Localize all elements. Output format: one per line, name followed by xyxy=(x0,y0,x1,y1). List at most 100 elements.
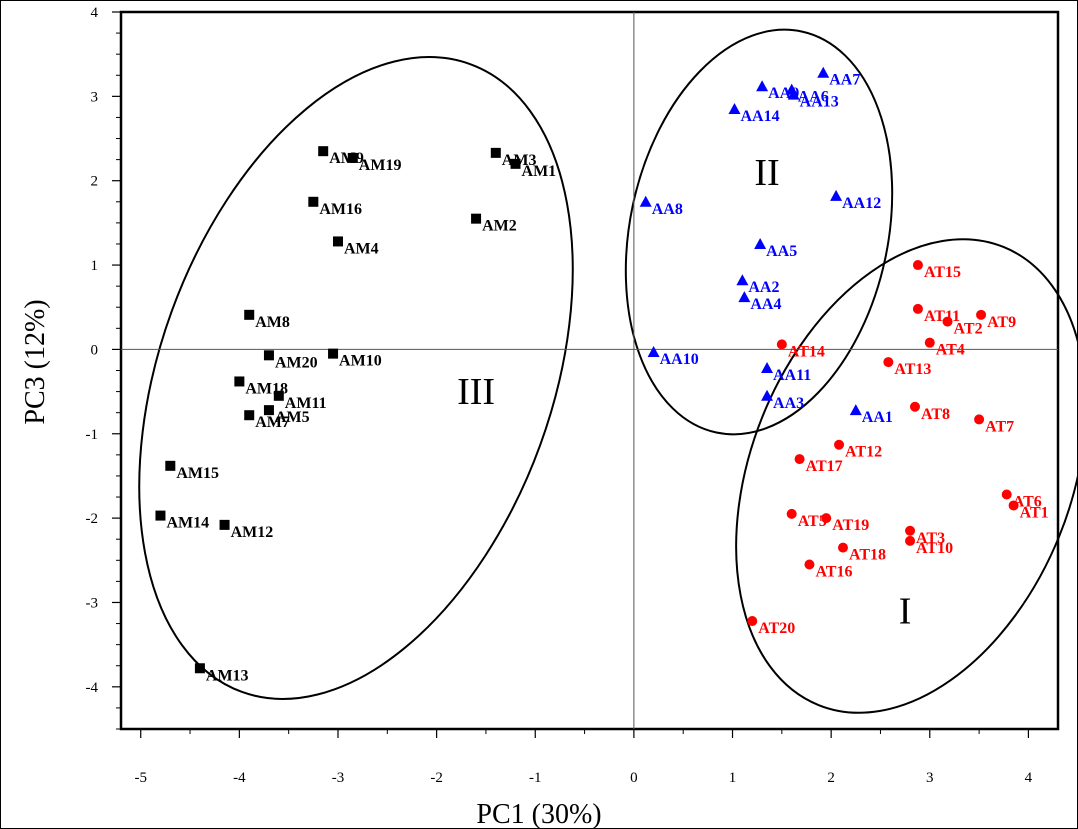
point-at1 xyxy=(1008,500,1019,511)
point-label-aa2: AA2 xyxy=(748,279,779,296)
point-label-aa13: AA13 xyxy=(800,94,839,111)
point-label-aa14: AA14 xyxy=(740,108,779,125)
axes: -5 -4 -3 -2 -1 0 1 2 3 4 4 3 2 1 0 -1 -2 -3 -4 xyxy=(86,5,1060,786)
point-aa13 xyxy=(787,88,800,100)
point-label-at7: AT7 xyxy=(985,418,1014,435)
point-am14 xyxy=(155,510,166,521)
y-tick-label: 0 xyxy=(91,342,99,358)
group-ellipse-II xyxy=(624,28,894,436)
point-aa10 xyxy=(647,345,660,357)
point-label-aa10: AA10 xyxy=(660,351,699,368)
point-label-at5: AT5 xyxy=(798,513,827,530)
point-label-am15: AM15 xyxy=(176,465,219,482)
point-at5 xyxy=(786,508,797,519)
x-tick-label: -5 xyxy=(134,770,147,786)
point-am7 xyxy=(244,410,255,421)
point-at19 xyxy=(821,513,832,524)
point-at16 xyxy=(804,559,815,570)
point-at20 xyxy=(747,616,758,627)
x-tick-label: 4 xyxy=(1025,770,1033,786)
point-label-am7: AM7 xyxy=(255,414,290,431)
point-aa11 xyxy=(761,361,774,373)
x-tick-label: -1 xyxy=(529,770,542,786)
group-label-iii: III xyxy=(457,371,495,413)
point-label-am4: AM4 xyxy=(344,240,379,257)
point-at10 xyxy=(905,535,916,546)
x-tick-label: 2 xyxy=(827,770,835,786)
point-at3 xyxy=(905,525,916,536)
point-label-aa11: AA11 xyxy=(773,367,811,384)
point-label-at17: AT17 xyxy=(806,458,843,475)
y-tick-label: 4 xyxy=(91,5,99,21)
point-aa14 xyxy=(728,103,741,115)
x-tick-label: -2 xyxy=(430,770,443,786)
y-tick-label: -2 xyxy=(86,511,99,527)
x-tick-label: 0 xyxy=(630,770,638,786)
y-tick-label: 3 xyxy=(91,89,99,105)
point-am20 xyxy=(263,350,274,361)
point-at4 xyxy=(924,337,935,348)
point-label-at2: AT2 xyxy=(954,321,983,338)
point-label-am5: AM5 xyxy=(275,409,310,426)
point-aa1 xyxy=(849,404,862,416)
point-label-am14: AM14 xyxy=(166,515,209,532)
point-label-at12: AT12 xyxy=(845,444,882,461)
point-aa2 xyxy=(736,274,749,286)
point-label-am8: AM8 xyxy=(255,314,290,331)
point-am4 xyxy=(332,236,343,247)
point-am2 xyxy=(471,213,482,224)
point-at15 xyxy=(912,260,923,271)
point-label-am16: AM16 xyxy=(319,201,362,218)
point-label-aa5: AA5 xyxy=(766,243,797,260)
point-aa4 xyxy=(738,291,751,303)
point-label-at14: AT14 xyxy=(788,343,825,360)
point-am8 xyxy=(244,309,255,320)
group-ellipses xyxy=(138,28,1078,714)
point-label-at18: AT18 xyxy=(849,547,886,564)
point-aa12 xyxy=(830,189,843,201)
y-tick-label: -1 xyxy=(86,427,99,443)
point-aa8 xyxy=(639,195,652,207)
point-label-am18: AM18 xyxy=(245,380,288,397)
point-at12 xyxy=(834,439,845,450)
point-label-at9: AT9 xyxy=(987,314,1016,331)
point-am19 xyxy=(347,152,358,163)
point-at17 xyxy=(794,454,805,465)
x-tick-label: -3 xyxy=(332,770,345,786)
point-label-at16: AT16 xyxy=(815,564,852,581)
point-aa3 xyxy=(761,389,774,401)
point-label-am19: AM19 xyxy=(359,157,402,174)
point-label-am13: AM13 xyxy=(206,667,249,684)
group-label-ii: II xyxy=(754,152,779,194)
point-am16 xyxy=(308,196,319,207)
point-label-am20: AM20 xyxy=(275,354,318,371)
y-tick-label: -3 xyxy=(86,595,99,611)
group-ellipse-I xyxy=(735,238,1078,714)
point-at11 xyxy=(912,303,923,314)
point-label-am11: AM11 xyxy=(285,395,327,412)
point-at13 xyxy=(883,357,894,368)
point-label-at19: AT19 xyxy=(832,517,869,534)
point-at2 xyxy=(942,316,953,327)
point-label-at20: AT20 xyxy=(758,620,795,637)
data-points xyxy=(155,66,1019,674)
point-aa9 xyxy=(756,80,769,92)
point-am13 xyxy=(194,663,205,674)
point-am18 xyxy=(234,376,245,387)
point-am1 xyxy=(510,158,521,169)
point-at6 xyxy=(1001,489,1012,500)
point-am15 xyxy=(165,460,176,471)
y-tick-label: 1 xyxy=(91,258,99,274)
point-label-at3: AT3 xyxy=(916,530,945,547)
point-label-aa4: AA4 xyxy=(750,296,781,313)
point-label-am10: AM10 xyxy=(339,353,382,370)
point-label-am12: AM12 xyxy=(231,524,274,541)
point-aa7 xyxy=(817,66,830,78)
point-am12 xyxy=(219,519,230,530)
point-label-at8: AT8 xyxy=(921,406,950,423)
point-label-aa3: AA3 xyxy=(773,395,804,412)
